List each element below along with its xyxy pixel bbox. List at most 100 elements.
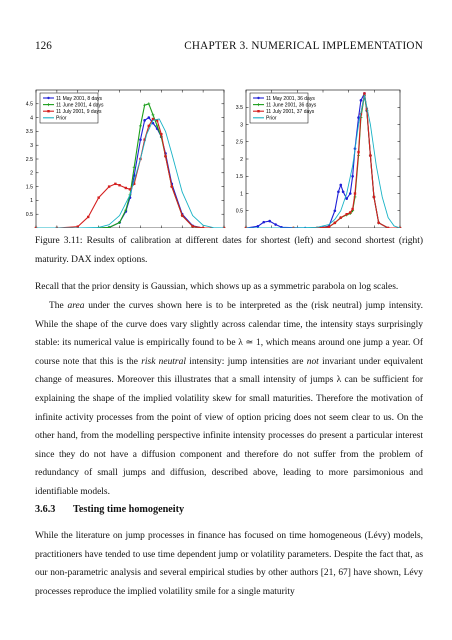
right-series-point-1 — [345, 197, 348, 200]
right-y-tick-label: 2 — [240, 157, 243, 163]
left-series-point-3 — [155, 119, 159, 122]
left-y-tick-label: 2 — [30, 171, 33, 177]
para2-emph-risk-neutral: risk neutral — [141, 356, 186, 367]
left-series-point-3 — [170, 185, 173, 188]
right-y-tick-label: 2.5 — [236, 140, 243, 146]
right-series-point-3 — [345, 213, 348, 216]
right-y-tick-label: 3.5 — [236, 105, 243, 111]
left-series-point-1 — [147, 116, 151, 119]
left-series-point-2 — [147, 102, 151, 106]
right-series-line-4 — [246, 94, 401, 228]
right-series-point-3 — [327, 225, 331, 228]
paragraph-time-homogeneity: While the literature on jump processes i… — [35, 527, 423, 601]
left-series-point-2 — [143, 103, 147, 107]
left-series-point-3 — [34, 226, 38, 228]
left-series-point-3 — [181, 214, 184, 217]
left-y-tick-label: 4.5 — [26, 102, 33, 108]
left-legend-label-4: Prior — [56, 116, 67, 122]
left-series-point-3 — [132, 182, 136, 186]
left-series-point-2 — [132, 165, 136, 169]
left-series-point-3 — [76, 225, 79, 228]
left-legend-marker-1 — [47, 96, 50, 100]
right-legend-label-3: 11 July 2001, 37 days — [266, 109, 315, 115]
right-series-point-3 — [363, 92, 366, 95]
left-y-tick-label: 3.5 — [26, 129, 33, 135]
left-legend-label-3: 11 July 2001, 9 days — [56, 109, 102, 115]
right-series-point-3 — [372, 195, 376, 199]
left-series-point-3 — [87, 215, 90, 219]
right-series-point-3 — [292, 226, 295, 228]
left-series-point-3 — [124, 186, 128, 190]
left-series-point-2 — [124, 208, 128, 212]
left-legend-label-1: 11 May 2001, 8 days — [56, 96, 103, 102]
left-series-point-2 — [138, 124, 142, 128]
right-series-point-3 — [386, 226, 390, 228]
left-series-point-2 — [118, 220, 122, 224]
right-series-point-1 — [268, 219, 271, 223]
right-series-point-3 — [369, 154, 372, 157]
left-y-tick-label: 4 — [30, 115, 33, 121]
left-series-point-3 — [160, 132, 163, 136]
left-y-tick-label: 1 — [30, 198, 33, 204]
left-series-point-3 — [97, 196, 100, 199]
right-y-tick-label: 0.5 — [236, 209, 243, 215]
right-series-point-1 — [262, 220, 266, 224]
left-series-point-3 — [191, 225, 194, 228]
left-legend-marker-3 — [47, 110, 50, 113]
figure-3-11: −0.5−0.4−0.3−0.2−0.100.10.20.30.40.511.5… — [0, 78, 452, 228]
left-series-line-3 — [36, 118, 224, 228]
right-legend-label-2: 11 June 2001, 36 days — [266, 102, 317, 108]
left-series-point-1 — [143, 119, 146, 122]
left-series-point-2 — [107, 225, 111, 228]
para2-emph-area: area — [67, 301, 85, 311]
left-series-point-3 — [55, 226, 59, 228]
section-heading: 3.6.3 Testing time homogeneity — [35, 504, 184, 515]
left-series-point-3 — [107, 185, 111, 188]
right-legend-marker-1 — [257, 96, 260, 100]
right-legend-label-1: 11 May 2001, 36 days — [266, 96, 315, 102]
right-series-point-3 — [353, 192, 357, 195]
paragraph-time-homogeneity-text: While the literature on jump processes i… — [35, 531, 423, 597]
left-series-line-4 — [36, 118, 225, 228]
paragraph-prior: Recall that the prior density is Gaussia… — [35, 278, 423, 297]
para2-text-1: The — [49, 301, 68, 311]
figure-caption: Figure 3.11: Results of calibration at d… — [35, 232, 423, 269]
paragraph-intensity: The area under the curves shown here is … — [35, 297, 423, 502]
right-series-point-1 — [256, 224, 260, 228]
left-y-tick-label: 2.5 — [26, 157, 33, 163]
para2-text-2: under the curves shown here is to be int… — [35, 301, 423, 367]
left-series-point-3 — [151, 117, 155, 121]
right-series-point-3 — [333, 221, 337, 225]
left-y-tick-label: 1.5 — [26, 184, 33, 190]
left-series-point-2 — [155, 124, 159, 128]
right-series-point-3 — [398, 226, 402, 228]
right-series-point-1 — [348, 192, 352, 195]
left-series-point-3 — [143, 138, 146, 141]
right-y-tick-label: 3 — [240, 122, 243, 128]
running-head: CHAPTER 3. NUMERICAL IMPLEMENTATION — [184, 40, 423, 52]
right-series-point-3 — [357, 150, 360, 154]
left-y-tick-label: 3 — [30, 143, 33, 149]
left-chart: −0.5−0.4−0.3−0.2−0.100.10.20.30.40.511.5… — [26, 89, 402, 228]
left-y-tick-label: 0.5 — [26, 212, 33, 218]
caption-text: Figure 3.11: Results of calibration at d… — [35, 236, 423, 265]
page-number: 126 — [35, 40, 52, 52]
para2-text-4: invariant under equivalent change of mea… — [35, 356, 424, 498]
left-series-point-3 — [147, 124, 150, 128]
right-y-tick-label: 1.5 — [236, 174, 243, 180]
left-series-point-3 — [118, 184, 121, 187]
right-series-point-3 — [349, 211, 352, 214]
right-series-point-3 — [244, 226, 248, 228]
right-series-point-1 — [333, 209, 337, 213]
left-series-point-1 — [139, 138, 142, 141]
right-y-tick-label: 1 — [240, 191, 243, 197]
right-series-point-1 — [357, 116, 360, 119]
section-number: 3.6.3 — [35, 504, 56, 515]
right-series-point-1 — [274, 223, 277, 226]
left-series-point-3 — [114, 182, 117, 186]
left-series-point-3 — [201, 226, 205, 228]
para2-text-3: intensity: jump intensities are — [185, 356, 307, 367]
left-legend-marker-2 — [47, 103, 50, 107]
left-series-point-3 — [164, 155, 167, 158]
right-series-point-1 — [337, 190, 340, 194]
